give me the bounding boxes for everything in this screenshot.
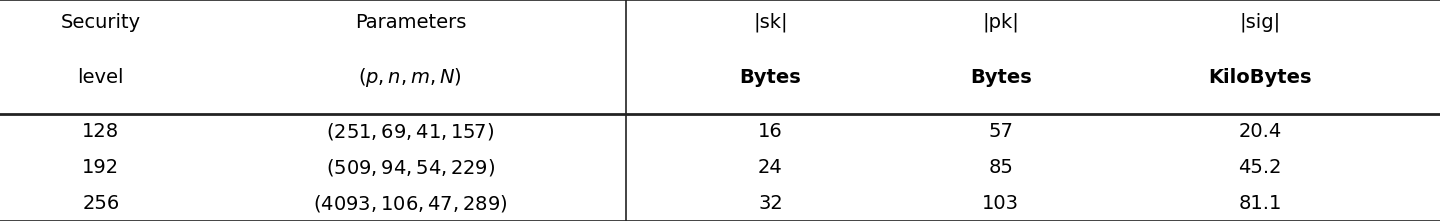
Text: $(4093, 106, 47, 289)$: $(4093, 106, 47, 289)$ bbox=[312, 193, 508, 214]
Text: 103: 103 bbox=[982, 194, 1020, 213]
Text: 45.2: 45.2 bbox=[1238, 158, 1282, 177]
Text: $(251, 69, 41, 157)$: $(251, 69, 41, 157)$ bbox=[327, 121, 494, 142]
Text: 192: 192 bbox=[82, 158, 120, 177]
Text: 81.1: 81.1 bbox=[1238, 194, 1282, 213]
Text: Security: Security bbox=[60, 13, 141, 32]
Text: $(p, n, m, N)$: $(p, n, m, N)$ bbox=[359, 66, 462, 90]
Text: level: level bbox=[78, 69, 124, 87]
Text: |sk|: |sk| bbox=[753, 13, 788, 32]
Text: |pk|: |pk| bbox=[982, 13, 1020, 32]
Text: |sig|: |sig| bbox=[1240, 13, 1280, 32]
Text: Parameters: Parameters bbox=[354, 13, 467, 32]
Text: 57: 57 bbox=[988, 122, 1014, 141]
Text: 256: 256 bbox=[82, 194, 120, 213]
Text: 32: 32 bbox=[757, 194, 783, 213]
Text: 85: 85 bbox=[988, 158, 1014, 177]
Text: KiloBytes: KiloBytes bbox=[1208, 69, 1312, 87]
Text: 24: 24 bbox=[757, 158, 783, 177]
Text: 20.4: 20.4 bbox=[1238, 122, 1282, 141]
Text: Bytes: Bytes bbox=[740, 69, 801, 87]
Text: 16: 16 bbox=[757, 122, 783, 141]
Text: 128: 128 bbox=[82, 122, 120, 141]
Text: Bytes: Bytes bbox=[971, 69, 1031, 87]
Text: $(509, 94, 54, 229)$: $(509, 94, 54, 229)$ bbox=[325, 157, 495, 178]
